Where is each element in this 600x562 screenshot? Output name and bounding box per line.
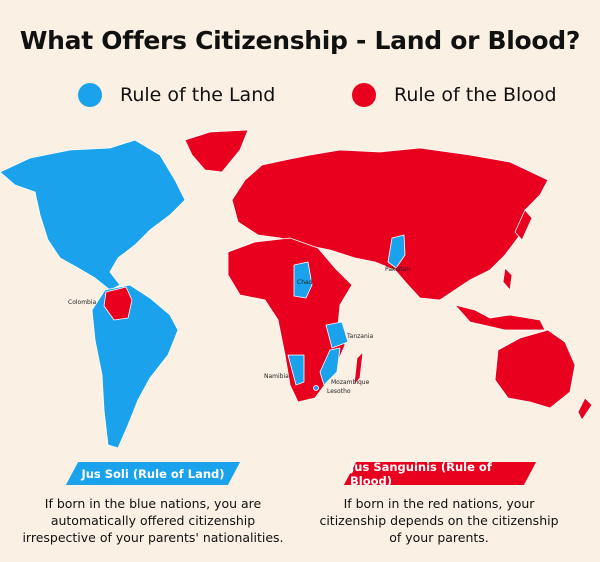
jus-sanguinis-description: If born in the red nations, your citizen…	[304, 495, 574, 546]
namibia	[287, 354, 305, 386]
description-line: If born in the blue nations, you are	[44, 496, 262, 511]
north-america	[0, 139, 186, 291]
legend-label: Rule of the Land	[120, 84, 276, 106]
greenland	[184, 129, 249, 173]
chad	[293, 261, 313, 299]
label-tanzania: Tanzania	[346, 333, 373, 340]
label-namibia: Namibia	[264, 373, 289, 380]
page-title: What Offers Citizenship - Land or Blood?	[19, 26, 581, 55]
eurasia	[231, 147, 549, 301]
legend-item-land: Rule of the Land	[78, 83, 275, 107]
jus-soli-banner: Jus Soli (Rule of Land)	[65, 462, 241, 485]
description-line: automatically offered citizenship	[50, 513, 256, 528]
description-line: irrespective of your parents' nationalit…	[22, 530, 284, 545]
jus-sanguinis-banner: Jus Sanguinis (Rule of Blood)	[343, 459, 537, 488]
mozambique	[319, 347, 341, 386]
australia	[494, 329, 576, 409]
description-line: citizenship depends on the citizenship	[319, 513, 559, 528]
blue-dot-icon	[78, 83, 102, 107]
south-america	[91, 284, 179, 449]
label-lesotho: Lesotho	[327, 388, 351, 395]
label-chad: Chad	[297, 279, 313, 286]
label-pakistan: Pakistan	[385, 266, 410, 273]
madagascar	[353, 351, 364, 386]
red-dot-icon	[352, 83, 376, 107]
tanzania	[325, 321, 349, 349]
legend-item-blood: Rule of the Blood	[352, 83, 557, 107]
colombia	[103, 286, 133, 321]
new-zealand	[577, 397, 593, 421]
japan	[514, 209, 533, 241]
banner-label: Jus Sanguinis (Rule of Blood)	[350, 459, 492, 488]
description-line: of your parents.	[389, 530, 489, 545]
description-line: If born in the red nations, your	[343, 496, 535, 511]
africa	[227, 237, 353, 403]
legend-label: Rule of the Blood	[394, 84, 557, 106]
indonesia	[454, 304, 546, 331]
banner-label: Jus Soli (Rule of Land)	[81, 466, 225, 481]
jus-soli-description: If born in the blue nations, you are aut…	[18, 495, 288, 546]
label-colombia: Colombia	[68, 299, 97, 306]
label-mozambique: Mozambique	[331, 379, 370, 386]
philippines	[502, 267, 513, 291]
pakistan	[387, 234, 406, 269]
lesotho	[313, 385, 319, 391]
